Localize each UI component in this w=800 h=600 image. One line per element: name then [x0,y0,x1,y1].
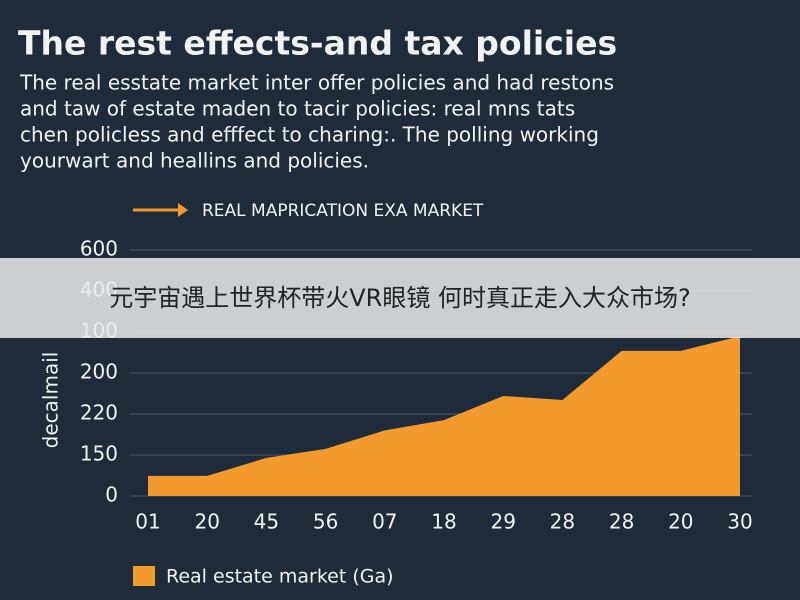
x-tick-label: 07 [372,510,397,534]
x-tick-label: 56 [313,510,338,534]
x-tick-label: 20 [194,510,219,534]
y-tick-label: 200 [80,360,118,384]
x-tick-label: 28 [609,510,634,534]
y-tick-label: 0 [105,483,118,507]
area [148,336,740,496]
x-tick-label: 30 [727,510,752,534]
subtitle-line: yourwart and heallins and policies. [20,149,369,173]
annotation: REAL MAPRICATION EXA MARKET [202,201,484,221]
chart-title: The rest effects-and tax policies [18,24,617,63]
y-tick-label: 150 [80,442,118,466]
legend-swatch [133,566,155,586]
x-tick-label: 18 [431,510,456,534]
y-tick-label: 600 [80,237,118,261]
x-tick-label: 45 [254,510,279,534]
x-tick-label: 01 [135,510,160,534]
y-tick-label: 220 [80,401,118,425]
subtitle-line: chen policless and efffect to charing:. … [20,123,599,147]
x-tick-label: 29 [490,510,515,534]
subtitle-line: and taw of estate maden to tacir policie… [20,97,575,121]
subtitle-line: The real esstate market inter offer poli… [19,71,614,95]
y-axis-label: decalmail [39,352,63,449]
x-tick-label: 20 [668,510,693,534]
x-tick-label: 28 [550,510,575,534]
banner-band [0,258,800,338]
arrow-head [178,203,188,217]
legend-label: Real estate market (Ga) [166,566,394,588]
banner-text: 元宇宙遇上世界杯带火VR眼镜 何时真正走入大众市场? [109,284,690,312]
